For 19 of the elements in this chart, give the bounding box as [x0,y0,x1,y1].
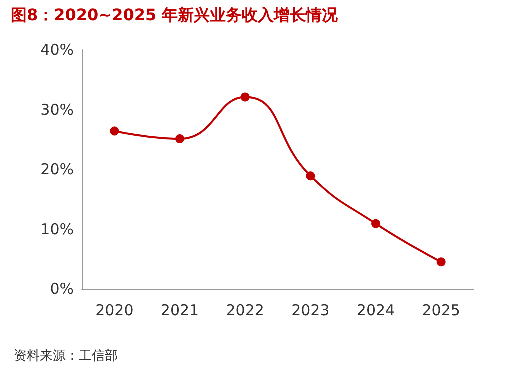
y-tick-label: 10% [40,220,74,238]
y-tick-label: 20% [40,160,74,178]
x-tick-label: 2020 [96,302,134,320]
x-tick-label: 2022 [226,302,264,320]
text: 资料来源：工信部 [14,349,118,364]
x-tick-label: 2024 [356,302,396,320]
y-tick-label: 40% [40,41,74,59]
x-tick-label: 2023 [292,302,330,320]
point [176,134,184,144]
point [110,126,120,136]
point [240,92,250,102]
x-tick-label: 2025 [422,302,460,320]
x-tick-label: 2021 [160,302,200,320]
y-tick-label: 0% [50,280,74,298]
point [436,258,446,267]
point [372,219,380,228]
point [306,172,316,181]
chart-title: 图8：2020~2025 年新兴业务收入增长情况 [11,6,340,24]
y-tick-label: 30% [40,100,74,119]
